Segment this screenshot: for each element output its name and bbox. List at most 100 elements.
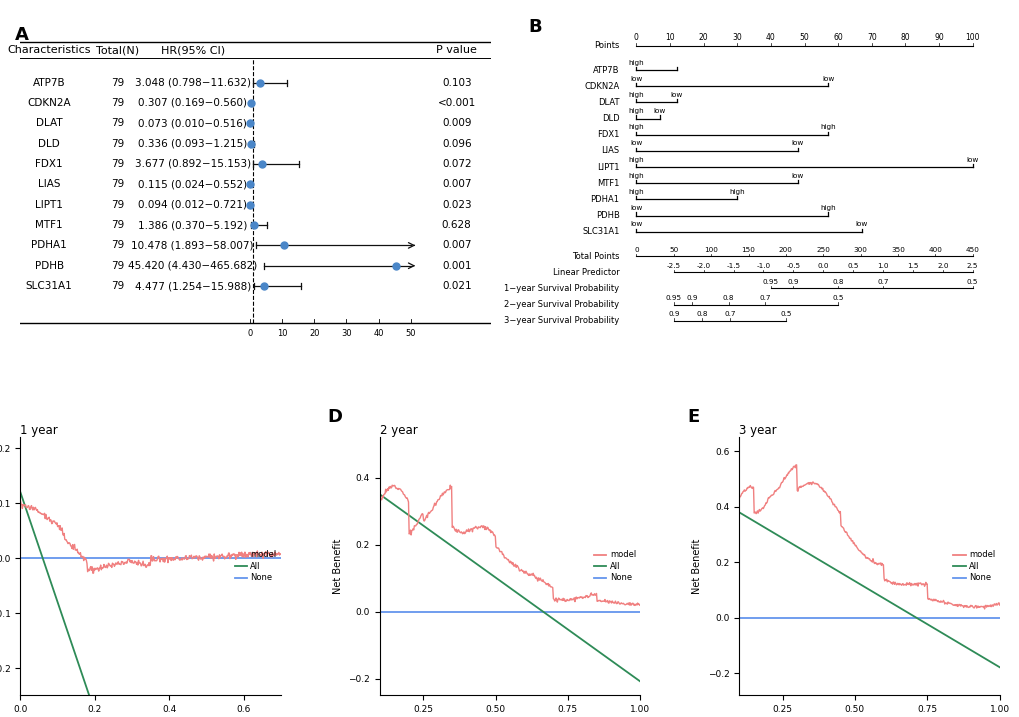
Text: low: low (630, 76, 642, 82)
Text: 79: 79 (111, 220, 124, 230)
Text: CDKN2A: CDKN2A (28, 98, 71, 108)
Y-axis label: Net Benefit: Net Benefit (332, 538, 342, 594)
Text: 0: 0 (248, 329, 253, 338)
Text: SLC31A1: SLC31A1 (582, 227, 619, 237)
Text: -2.5: -2.5 (666, 262, 681, 269)
Text: 3.677 (0.892−15.153): 3.677 (0.892−15.153) (135, 159, 251, 169)
Text: 0.8: 0.8 (695, 311, 707, 317)
Text: high: high (628, 156, 644, 163)
Text: 79: 79 (111, 159, 124, 169)
Text: 0: 0 (634, 33, 638, 42)
Text: LIPT1: LIPT1 (35, 200, 63, 209)
Text: MTF1: MTF1 (597, 179, 619, 188)
Text: 79: 79 (111, 138, 124, 148)
Text: FDX1: FDX1 (597, 130, 619, 139)
Text: low: low (966, 156, 978, 163)
Text: high: high (819, 205, 836, 211)
Text: 70: 70 (866, 33, 876, 42)
Text: 79: 79 (111, 261, 124, 271)
Text: LIAS: LIAS (38, 179, 60, 189)
Text: 3.048 (0.798−11.632): 3.048 (0.798−11.632) (135, 77, 251, 87)
Legend: model, All, None: model, All, None (234, 551, 276, 582)
Text: high: high (628, 124, 644, 130)
Text: 0.5: 0.5 (780, 311, 791, 317)
Text: 0.007: 0.007 (441, 179, 471, 189)
Text: high: high (628, 108, 644, 114)
Text: 80: 80 (900, 33, 909, 42)
Text: 0.307 (0.169−0.560): 0.307 (0.169−0.560) (138, 98, 247, 108)
Text: DLD: DLD (38, 138, 60, 148)
Text: 0.8: 0.8 (832, 279, 843, 285)
Text: 79: 79 (111, 281, 124, 291)
Text: Characteristics: Characteristics (7, 45, 91, 55)
Text: 50: 50 (406, 329, 416, 338)
Text: -0.5: -0.5 (786, 262, 800, 269)
Text: 0.007: 0.007 (441, 240, 471, 250)
Text: Total(N): Total(N) (97, 45, 140, 55)
Text: 2−year Survival Probability: 2−year Survival Probability (504, 300, 619, 309)
Text: low: low (855, 222, 867, 227)
Text: 50: 50 (799, 33, 809, 42)
Text: 0.094 (0.012−0.721): 0.094 (0.012−0.721) (138, 200, 247, 209)
Text: 0.8: 0.8 (722, 295, 734, 301)
Text: 1.386 (0.370−5.192): 1.386 (0.370−5.192) (138, 220, 247, 230)
Y-axis label: Net Benefit: Net Benefit (692, 538, 701, 594)
Text: 1 year: 1 year (20, 424, 58, 437)
Text: -1.5: -1.5 (726, 262, 740, 269)
Text: HR(95% CI): HR(95% CI) (160, 45, 224, 55)
Text: PDHA1: PDHA1 (32, 240, 67, 250)
Text: 45.420 (4.430−465.682): 45.420 (4.430−465.682) (127, 261, 257, 271)
Text: low: low (630, 222, 642, 227)
Text: 0.0: 0.0 (816, 262, 828, 269)
Text: 0.7: 0.7 (876, 279, 888, 285)
Text: 450: 450 (965, 247, 978, 252)
Text: 400: 400 (927, 247, 942, 252)
Text: 0.103: 0.103 (441, 77, 471, 87)
Text: 4.477 (1.254−15.988): 4.477 (1.254−15.988) (135, 281, 251, 291)
Text: 0.096: 0.096 (441, 138, 471, 148)
Text: 50: 50 (668, 247, 678, 252)
Text: 0.628: 0.628 (441, 220, 471, 230)
Text: 0.021: 0.021 (441, 281, 471, 291)
Text: 150: 150 (741, 247, 755, 252)
Text: 2 year: 2 year (379, 424, 417, 437)
Text: SLC31A1: SLC31A1 (25, 281, 72, 291)
Text: high: high (819, 124, 836, 130)
Text: ATP7B: ATP7B (592, 65, 619, 75)
Text: FDX1: FDX1 (36, 159, 63, 169)
Text: E: E (687, 408, 699, 426)
Text: 10: 10 (277, 329, 287, 338)
Legend: model, All, None: model, All, None (953, 551, 995, 582)
Text: 250: 250 (815, 247, 829, 252)
Text: 0.95: 0.95 (762, 279, 779, 285)
Text: 0.009: 0.009 (441, 118, 471, 128)
Text: 3 year: 3 year (739, 424, 776, 437)
Text: 1−year Survival Probability: 1−year Survival Probability (504, 284, 619, 293)
Text: Points: Points (594, 42, 619, 50)
Text: 79: 79 (111, 98, 124, 108)
Text: 0.001: 0.001 (441, 261, 471, 271)
Text: DLAT: DLAT (597, 98, 619, 107)
Text: 0.9: 0.9 (787, 279, 798, 285)
Text: 79: 79 (111, 77, 124, 87)
Text: Linear Predictor: Linear Predictor (552, 267, 619, 277)
Text: low: low (791, 141, 803, 146)
Text: 300: 300 (853, 247, 867, 252)
Text: 3−year Survival Probability: 3−year Survival Probability (503, 316, 619, 326)
Text: 2.0: 2.0 (936, 262, 948, 269)
Text: 100: 100 (965, 33, 979, 42)
Text: PDHB: PDHB (595, 211, 619, 220)
Text: 20: 20 (698, 33, 708, 42)
Text: 90: 90 (933, 33, 943, 42)
Text: 350: 350 (891, 247, 904, 252)
Text: ATP7B: ATP7B (33, 77, 65, 87)
Text: Total Points: Total Points (572, 252, 619, 260)
Text: 40: 40 (373, 329, 383, 338)
Text: PDHA1: PDHA1 (590, 195, 619, 204)
Text: -1.0: -1.0 (756, 262, 769, 269)
Text: 0.115 (0.024−0.552): 0.115 (0.024−0.552) (138, 179, 247, 189)
Text: D: D (327, 408, 342, 426)
Text: 10.478 (1.893−58.007): 10.478 (1.893−58.007) (131, 240, 254, 250)
Text: LIPT1: LIPT1 (596, 163, 619, 171)
Text: 2.5: 2.5 (966, 262, 977, 269)
